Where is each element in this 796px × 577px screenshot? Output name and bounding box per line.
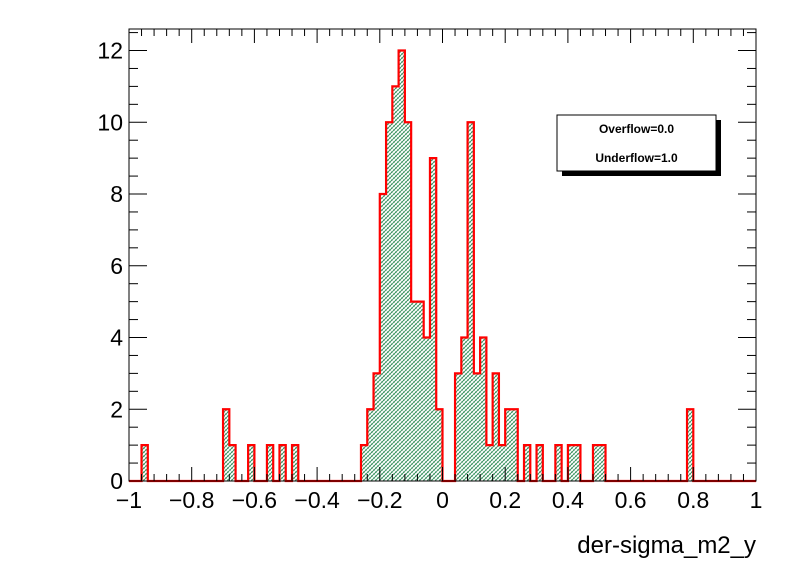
histogram-bar	[511, 409, 518, 481]
y-tick-label: 12	[97, 38, 123, 64]
x-tick-label: 0.8	[677, 487, 709, 513]
tick-labels-layer: −1 −0.8 −0.6 −0.4 −0.2 0 0.2 0.4 0.6 0.8 102468101…	[97, 38, 762, 513]
histogram-bar	[687, 409, 694, 481]
histogram-bar	[292, 445, 299, 481]
x-tick-label: 0.6	[615, 487, 647, 513]
x-tick-label: 1	[750, 487, 763, 513]
histogram-bar	[486, 445, 493, 481]
bars-layer	[141, 50, 694, 482]
histogram-bar	[555, 445, 562, 481]
histogram-bar	[248, 445, 255, 481]
histogram-bar	[223, 409, 230, 481]
histogram-bar	[379, 194, 387, 481]
y-tick-label: 6	[110, 253, 123, 279]
histogram-bar	[574, 445, 581, 481]
histogram-bar	[473, 373, 481, 481]
histogram-bar	[266, 445, 274, 481]
y-tick-label: 4	[110, 325, 123, 351]
histogram-bar	[398, 50, 405, 482]
histogram-bar	[360, 445, 368, 481]
x-axis-label: der-sigma_m2_y	[577, 532, 756, 559]
histogram-bar	[524, 445, 531, 481]
histogram-bar	[455, 373, 462, 481]
histogram-bar	[141, 445, 148, 481]
x-tick-label: −0.8	[169, 487, 214, 513]
histogram-bar	[467, 122, 474, 482]
histogram-bar	[386, 122, 393, 482]
y-tick-label: 8	[110, 181, 123, 207]
histogram-bar	[367, 409, 374, 481]
ticks-layer	[128, 29, 757, 482]
x-tick-label: 0.2	[489, 487, 521, 513]
histogram-bar	[392, 86, 399, 482]
legend-underflow: Underflow=1.0	[595, 151, 678, 165]
legend-overflow: Overflow=0.0	[599, 122, 674, 136]
histogram-bar	[567, 445, 575, 481]
histogram-bar	[498, 445, 506, 481]
y-tick-label: 2	[110, 396, 123, 422]
x-tick-label: −1	[116, 487, 142, 513]
histogram-bar	[279, 445, 286, 481]
histogram-bar	[404, 122, 412, 482]
y-tick-label: 0	[110, 468, 123, 494]
x-tick-label: −0.2	[357, 487, 402, 513]
stats-legend: Overflow=0.0 Underflow=1.0	[556, 114, 721, 176]
histogram-bar	[417, 301, 424, 481]
histogram-bar	[480, 337, 487, 481]
legend-box	[556, 114, 717, 172]
histogram-bar	[429, 158, 437, 481]
histogram-bar	[423, 337, 430, 481]
x-tick-label: 0.4	[552, 487, 584, 513]
histogram-bar	[505, 409, 512, 481]
y-tick-label: 10	[97, 109, 123, 135]
histogram-bar	[436, 409, 443, 481]
histogram-bar	[599, 445, 606, 481]
x-tick-label: −0.4	[294, 487, 340, 513]
x-tick-label: −0.6	[232, 487, 277, 513]
histogram-bar	[492, 373, 499, 481]
x-tick-label: 0	[436, 487, 449, 513]
histogram-bar	[411, 301, 418, 481]
histogram-bar	[373, 373, 380, 481]
histogram-bar	[536, 445, 543, 481]
histogram-bar	[229, 445, 236, 481]
histogram-bar	[592, 445, 600, 481]
histogram-bar	[461, 337, 468, 481]
